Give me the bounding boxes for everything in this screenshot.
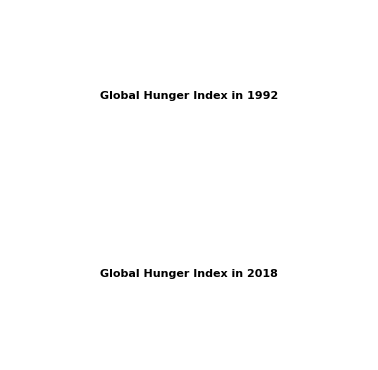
Text: Global Hunger Index in 1992: Global Hunger Index in 1992 <box>100 91 278 101</box>
Text: Global Hunger Index in 2018: Global Hunger Index in 2018 <box>100 269 278 279</box>
